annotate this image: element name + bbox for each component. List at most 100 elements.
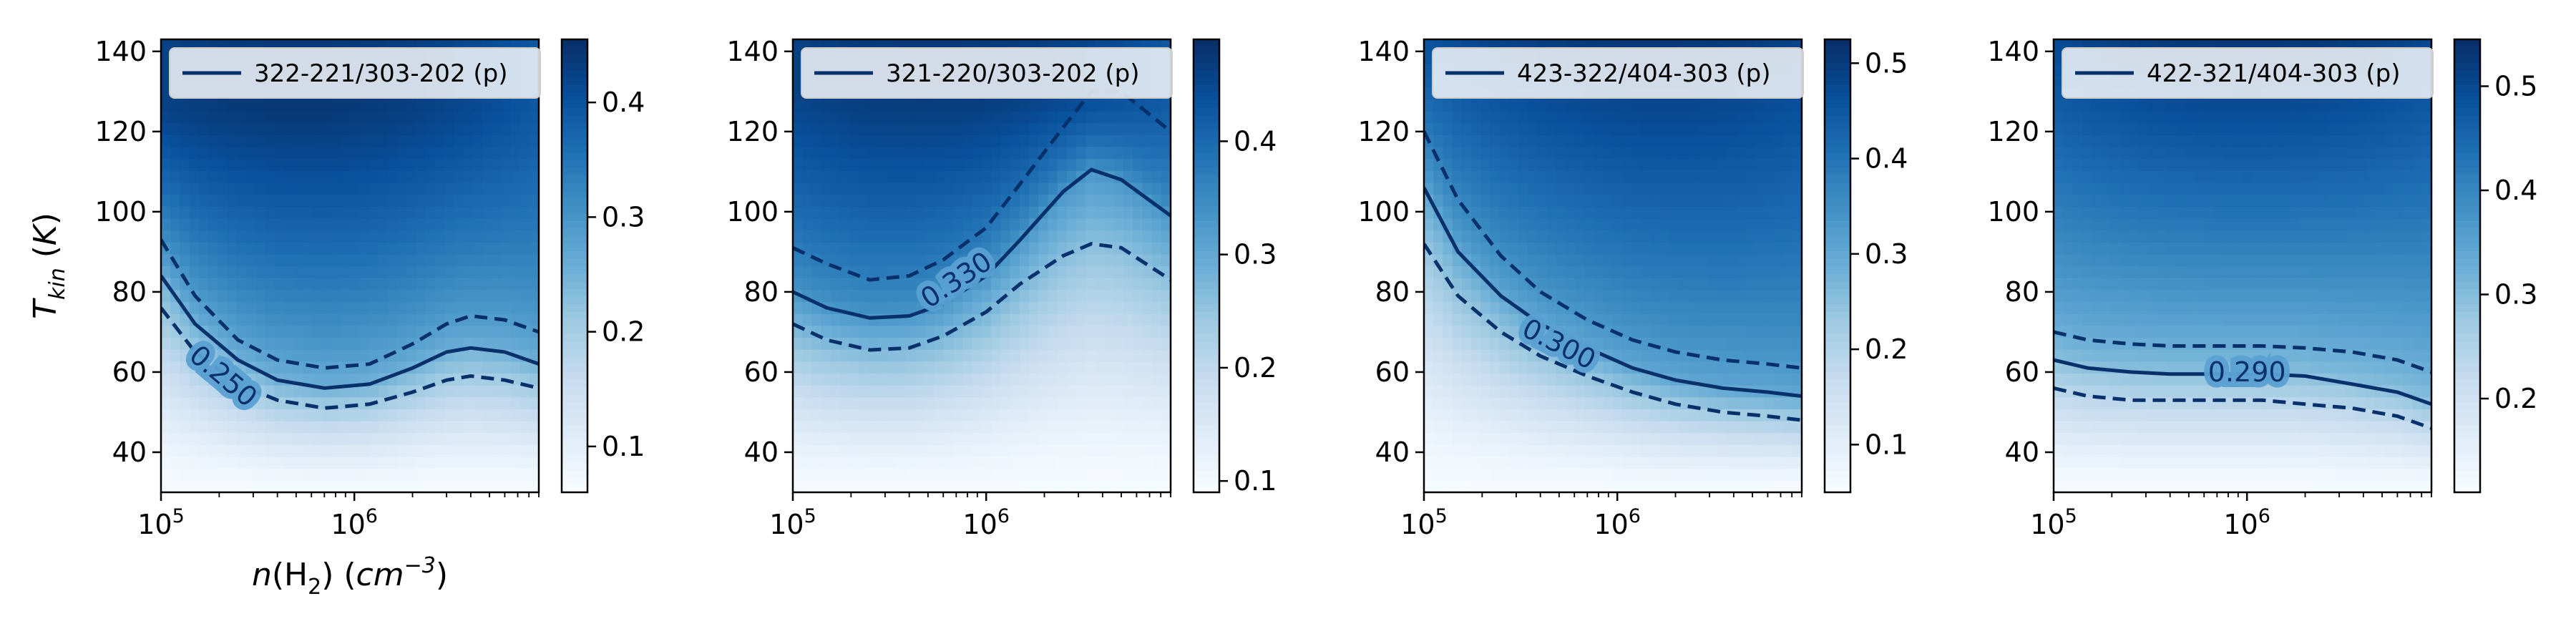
heatmap-cell <box>1575 242 1585 255</box>
heatmap-cell <box>1566 230 1576 243</box>
heatmap-cell <box>510 301 521 314</box>
heatmap-cell <box>218 182 228 195</box>
heatmap-cell <box>350 146 360 160</box>
heatmap-cell <box>321 182 332 195</box>
heatmap-cell <box>793 146 803 160</box>
heatmap-cell <box>953 99 964 112</box>
heatmap-cell <box>434 361 445 374</box>
heatmap-cell <box>472 409 483 421</box>
heatmap-cell <box>198 110 209 124</box>
heatmap-cell <box>1584 373 1595 386</box>
x-tick-label: 106 <box>331 505 378 540</box>
heatmap-cell <box>501 480 511 492</box>
heatmap-cell <box>1480 110 1491 124</box>
heatmap-cell <box>283 432 294 445</box>
heatmap-cell <box>1000 301 1011 314</box>
heatmap-cell <box>1669 480 1679 492</box>
heatmap-cell <box>1707 468 1717 481</box>
heatmap-cell <box>972 325 982 338</box>
heatmap-cell <box>1528 158 1538 171</box>
heatmap-cell <box>1584 325 1595 338</box>
heatmap-cell <box>425 373 436 386</box>
heatmap-cell <box>303 325 313 338</box>
heatmap-cell <box>227 206 238 219</box>
heatmap-cell <box>416 122 426 135</box>
heatmap-cell <box>444 385 454 398</box>
heatmap-cell <box>887 158 897 171</box>
heatmap-cell <box>821 253 831 267</box>
heatmap-cell <box>463 110 474 124</box>
heatmap-cell <box>1745 206 1755 219</box>
heatmap-cell <box>1546 158 1557 171</box>
heatmap-cell <box>529 194 539 207</box>
heatmap-cell <box>1076 230 1086 243</box>
heatmap-cell <box>1499 110 1510 124</box>
heatmap-cell <box>416 265 426 278</box>
heatmap-cell <box>454 122 464 135</box>
heatmap-cell <box>1142 385 1153 398</box>
heatmap-cell <box>1546 242 1557 255</box>
heatmap-cell <box>1452 146 1463 160</box>
heatmap-cell <box>1764 421 1774 434</box>
heatmap-cell <box>972 432 982 445</box>
colorbar-segment <box>562 462 587 470</box>
heatmap-cell <box>1433 230 1443 243</box>
heatmap-cell <box>1471 480 1481 492</box>
heatmap-cell <box>198 432 209 445</box>
heatmap-cell <box>944 313 954 326</box>
heatmap-cell <box>472 99 483 112</box>
colorbar-segment <box>562 394 587 402</box>
heatmap-cell <box>274 218 285 231</box>
heatmap-cell <box>1038 289 1048 303</box>
colorbar-tick-label: 0.3 <box>1865 238 1908 270</box>
heatmap-cell <box>1029 313 1039 326</box>
heatmap-cell <box>331 289 341 303</box>
heatmap-cell <box>1546 301 1557 314</box>
heatmap-cell <box>1546 373 1557 386</box>
heatmap-cell <box>463 194 474 207</box>
colorbar-segment <box>1194 401 1219 410</box>
heatmap-cell <box>1161 457 1171 469</box>
heatmap-cell <box>1717 373 1727 386</box>
heatmap-cell <box>378 110 389 124</box>
heatmap-cell <box>1688 457 1699 469</box>
heatmap-cell <box>501 218 511 231</box>
heatmap-cell <box>1546 385 1557 398</box>
heatmap-cell <box>397 409 407 421</box>
heatmap-cell <box>2072 396 2083 409</box>
heatmap-cell <box>236 444 247 457</box>
heatmap-cell <box>1019 325 1030 338</box>
heatmap-cell <box>454 421 464 434</box>
heatmap-cell <box>510 457 521 469</box>
heatmap-cell <box>1631 110 1642 124</box>
heatmap-cell <box>1518 206 1528 219</box>
heatmap-cell <box>1471 253 1481 267</box>
heatmap-cell <box>255 385 265 398</box>
heatmap-cell <box>1679 337 1689 350</box>
heatmap-cell <box>1490 135 1501 147</box>
heatmap-cell <box>1679 170 1689 183</box>
heatmap-cell <box>1019 242 1030 255</box>
heatmap-cell <box>849 289 859 303</box>
heatmap-cell <box>1490 468 1501 481</box>
heatmap-cell <box>859 158 869 171</box>
heatmap-cell <box>1076 253 1086 267</box>
heatmap-cell <box>189 265 200 278</box>
heatmap-cell <box>1735 432 1746 445</box>
heatmap-cell <box>1066 373 1077 386</box>
heatmap-cell <box>793 39 803 52</box>
heatmap-cell <box>1508 480 1519 492</box>
heatmap-cell <box>982 289 992 303</box>
colorbar-segment <box>562 205 587 214</box>
heatmap-cell <box>1594 170 1604 183</box>
heatmap-cell <box>802 349 812 362</box>
heatmap-cell <box>849 325 859 338</box>
heatmap-cell <box>1679 385 1689 398</box>
heatmap-cell <box>1755 421 1765 434</box>
heatmap-cell <box>1594 182 1604 195</box>
heatmap-cell <box>1537 432 1548 445</box>
heatmap-cell <box>1697 396 1708 409</box>
colorbar-segment <box>1825 235 1850 244</box>
heatmap-cell <box>1433 99 1443 112</box>
